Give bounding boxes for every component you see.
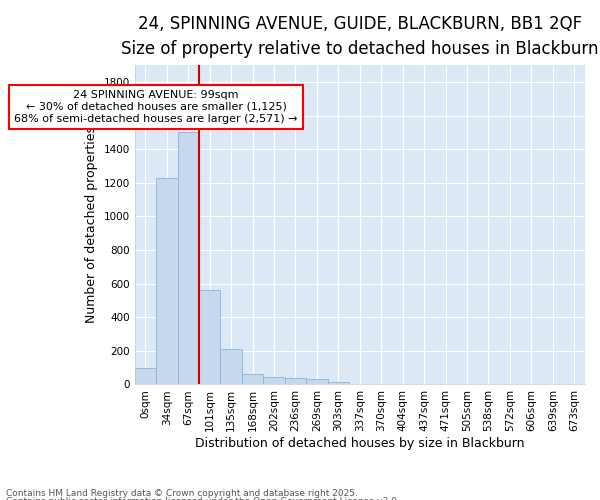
X-axis label: Distribution of detached houses by size in Blackburn: Distribution of detached houses by size … <box>195 437 524 450</box>
Text: 24 SPINNING AVENUE: 99sqm
← 30% of detached houses are smaller (1,125)
68% of se: 24 SPINNING AVENUE: 99sqm ← 30% of detac… <box>14 90 298 124</box>
Text: Contains HM Land Registry data © Crown copyright and database right 2025.: Contains HM Land Registry data © Crown c… <box>6 488 358 498</box>
Bar <box>178 132 199 384</box>
Bar <box>199 290 220 384</box>
Text: Contains public sector information licensed under the Open Government Licence v3: Contains public sector information licen… <box>6 497 400 500</box>
Title: 24, SPINNING AVENUE, GUIDE, BLACKBURN, BB1 2QF
Size of property relative to deta: 24, SPINNING AVENUE, GUIDE, BLACKBURN, B… <box>121 15 599 58</box>
Bar <box>242 374 263 384</box>
Bar <box>328 382 349 384</box>
Bar <box>263 377 285 384</box>
Bar <box>285 378 306 384</box>
Bar <box>220 349 242 384</box>
Bar <box>156 178 178 384</box>
Bar <box>134 368 156 384</box>
Bar <box>306 380 328 384</box>
Y-axis label: Number of detached properties: Number of detached properties <box>85 126 98 324</box>
